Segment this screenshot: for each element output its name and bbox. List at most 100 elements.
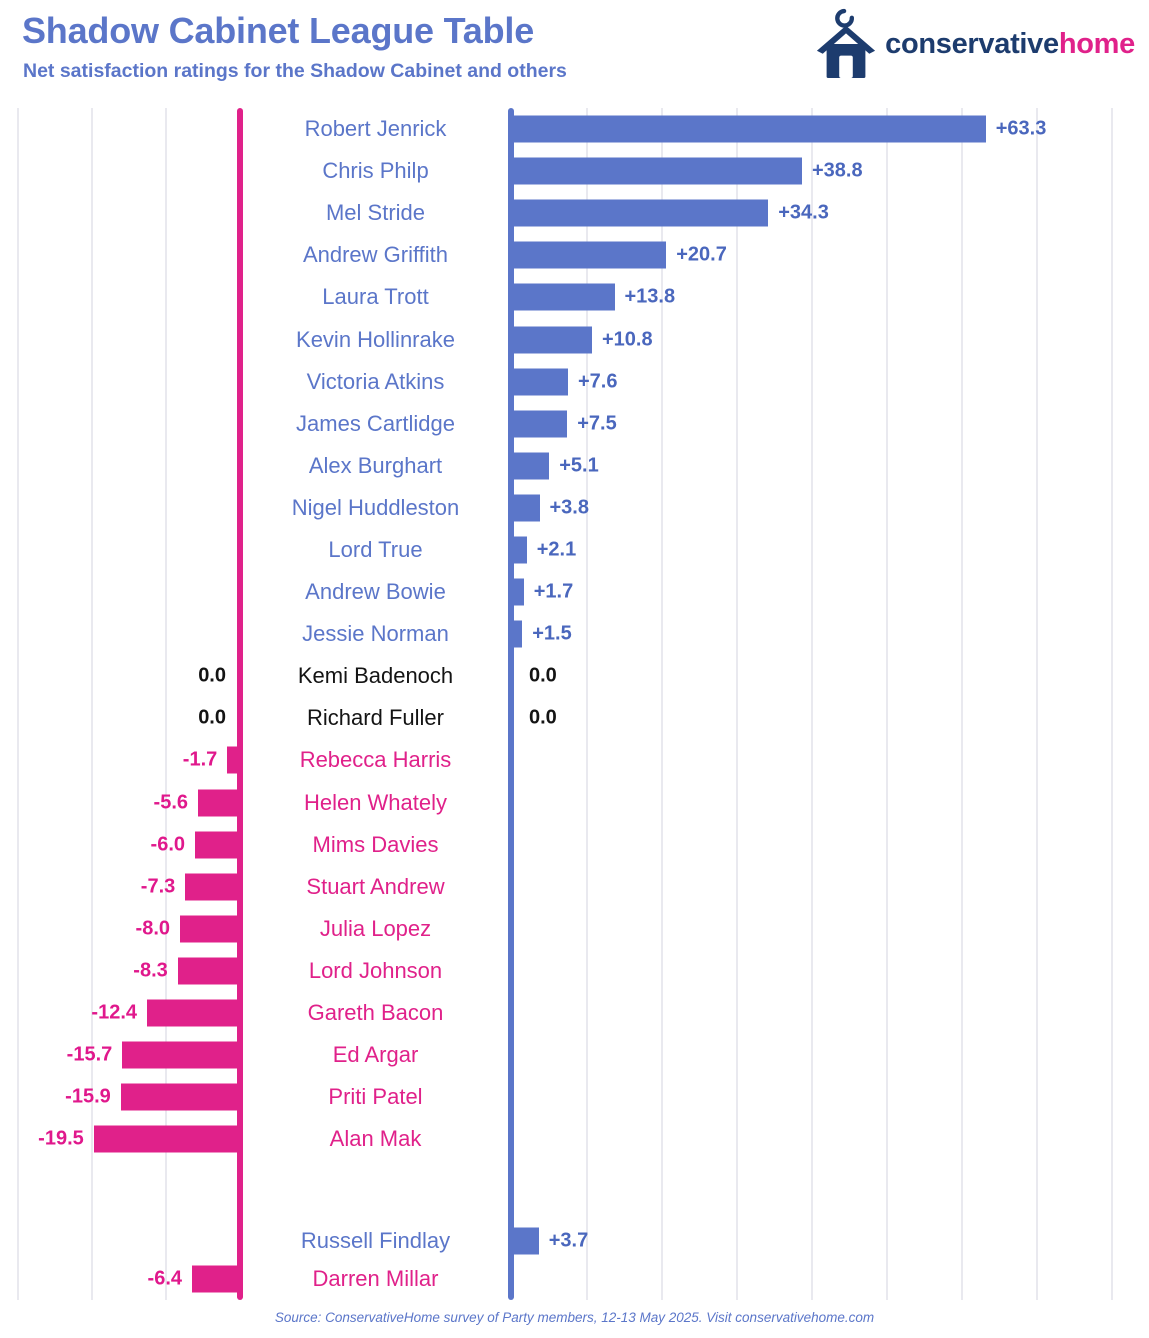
negative-bar	[185, 873, 240, 901]
person-name: Ed Argar	[332, 1042, 419, 1068]
positive-zone: 0.0	[511, 697, 1149, 739]
positive-zone: +1.7	[511, 571, 1149, 613]
chart-row: Russell Findlay +3.7	[0, 1222, 1149, 1260]
person-name: Jessie Norman	[302, 621, 449, 647]
negative-zone: -15.9	[0, 1076, 240, 1118]
value-label: +10.8	[602, 328, 653, 351]
page-title: Shadow Cabinet League Table	[22, 10, 535, 51]
positive-bar	[511, 199, 769, 227]
positive-axis-line	[508, 108, 514, 1300]
negative-bar	[120, 1083, 240, 1111]
positive-zone: +20.7	[511, 234, 1149, 276]
positive-zone	[511, 908, 1149, 950]
gridline	[91, 108, 93, 1300]
positive-bar	[511, 410, 568, 438]
value-label: -6.4	[147, 1267, 182, 1290]
person-name: Nigel Huddleston	[291, 494, 460, 520]
positive-zone	[511, 824, 1149, 866]
gridline	[17, 108, 19, 1300]
value-label: +7.5	[577, 412, 617, 435]
chart-row: Andrew Griffith +20.7	[0, 234, 1149, 276]
person-name: Chris Philp	[322, 158, 429, 184]
gridline	[736, 108, 738, 1300]
positive-bar	[511, 157, 802, 185]
negative-zone: 0.0	[0, 697, 240, 739]
negative-zone	[0, 487, 240, 529]
value-label: 0.0	[198, 664, 226, 687]
chart-row: -6.4 Darren Millar	[0, 1260, 1149, 1298]
chart-row: -1.7 Rebecca Harris	[0, 739, 1149, 781]
bar-rows: Robert Jenrick +63.3 Chris Philp +38.8 Mel S…	[0, 108, 1149, 1298]
person-name: Lord True	[328, 536, 423, 562]
negative-zone	[0, 613, 240, 655]
chart-row: -5.6 Helen Whately	[0, 782, 1149, 824]
negative-zone: -6.4	[0, 1260, 240, 1298]
person-name: Mims Davies	[312, 831, 439, 857]
person-name: Andrew Bowie	[305, 579, 446, 605]
chart-row: 0.0 Kemi Badenoch 0.0	[0, 655, 1149, 697]
chart: Robert Jenrick +63.3 Chris Philp +38.8 Mel S…	[0, 108, 1149, 1300]
positive-zone: +63.3	[511, 108, 1149, 150]
chart-row: Mel Stride +34.3	[0, 192, 1149, 234]
value-label: 0.0	[198, 706, 226, 729]
chart-row: Laura Trott +13.8	[0, 276, 1149, 318]
gridline	[1111, 108, 1113, 1300]
person-name: Andrew Griffith	[302, 242, 449, 268]
positive-zone	[511, 950, 1149, 992]
person-name: Alex Burghart	[308, 452, 443, 478]
negative-zone	[0, 361, 240, 403]
chart-row: Nigel Huddleston +3.8	[0, 487, 1149, 529]
person-name: Gareth Bacon	[307, 1000, 444, 1026]
negative-zone: -7.3	[0, 866, 240, 908]
negative-zone	[0, 150, 240, 192]
value-label: +38.8	[812, 159, 863, 182]
gridline	[961, 108, 963, 1300]
value-label: -12.4	[91, 1001, 137, 1024]
positive-bar	[511, 241, 667, 269]
positive-bar	[511, 578, 524, 606]
person-name: Richard Fuller	[307, 705, 444, 731]
positive-zone: +7.6	[511, 361, 1149, 403]
negative-zone: -8.3	[0, 950, 240, 992]
gridline	[165, 108, 167, 1300]
value-label: +1.5	[532, 622, 572, 645]
negative-bar	[177, 957, 240, 985]
person-name: Lord Johnson	[308, 957, 443, 983]
value-label: -8.3	[133, 959, 168, 982]
person-name: Victoria Atkins	[306, 368, 445, 394]
positive-zone: +13.8	[511, 276, 1149, 318]
person-name: Helen Whately	[303, 789, 448, 815]
positive-bar	[511, 326, 592, 354]
positive-bar	[511, 494, 540, 522]
positive-zone: +2.1	[511, 529, 1149, 571]
person-name: James Cartlidge	[296, 410, 455, 436]
chart-row: Andrew Bowie +1.7	[0, 571, 1149, 613]
positive-zone: +38.8	[511, 150, 1149, 192]
negative-bar	[122, 1041, 240, 1069]
source-note: Source: ConservativeHome survey of Party…	[274, 1310, 875, 1325]
positive-bar	[511, 1227, 539, 1255]
negative-zone	[0, 403, 240, 445]
negative-zone	[0, 276, 240, 318]
person-name: Russell Findlay	[300, 1228, 451, 1254]
chart-row: -8.0 Julia Lopez	[0, 908, 1149, 950]
value-label: +7.6	[578, 370, 618, 393]
chart-row: -15.7 Ed Argar	[0, 1034, 1149, 1076]
value-label: -15.9	[65, 1085, 111, 1108]
negative-zone: -5.6	[0, 782, 240, 824]
positive-bar	[511, 115, 986, 143]
chart-row: Chris Philp +38.8	[0, 150, 1149, 192]
negative-zone	[0, 192, 240, 234]
positive-zone	[511, 739, 1149, 781]
house-icon	[817, 8, 876, 78]
value-label: +5.1	[559, 454, 599, 477]
positive-zone	[511, 1260, 1149, 1298]
value-label: +13.8	[624, 285, 676, 308]
value-label: -1.7	[182, 748, 218, 771]
value-label: +3.8	[549, 496, 589, 519]
negative-bar	[180, 915, 240, 943]
positive-zone: +1.5	[511, 613, 1149, 655]
chart-row: -6.0 Mims Davies	[0, 824, 1149, 866]
value-label: -8.0	[135, 917, 170, 940]
positive-zone	[511, 782, 1149, 824]
